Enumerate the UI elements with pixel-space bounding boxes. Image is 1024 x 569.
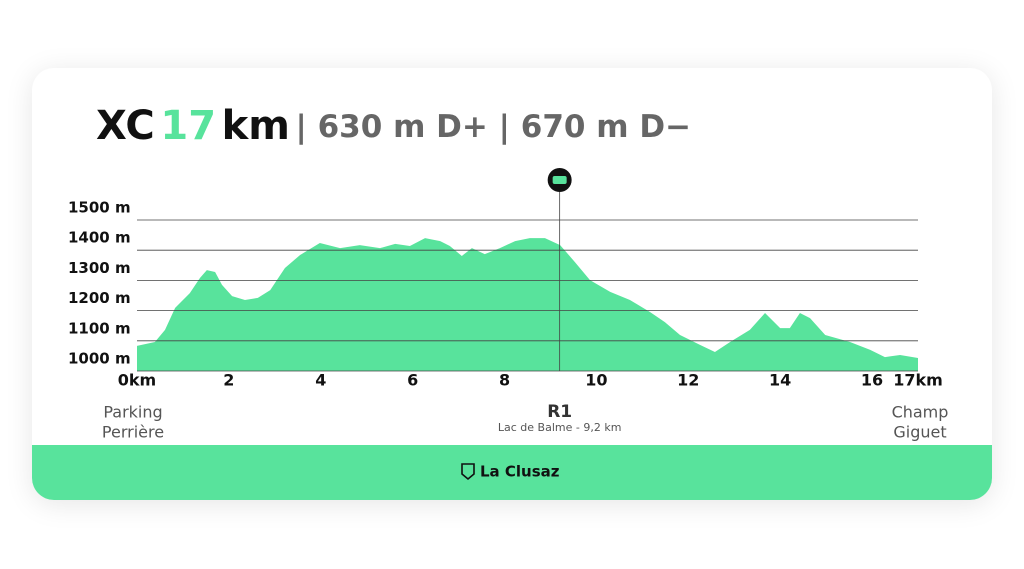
brand-logo: La Clusaz [461, 463, 560, 481]
waypoint-detail: Lac de Balme - 9,2 km [498, 421, 622, 434]
y-tick-label: 1400 m [68, 229, 131, 247]
y-tick-label: 1500 m [68, 199, 131, 217]
waypoint-icon [552, 176, 567, 184]
title-part: 17 [160, 103, 216, 149]
x-tick-label: 4 [315, 371, 326, 390]
x-tick-label: 14 [769, 371, 791, 390]
x-tick-label: 16 [861, 371, 883, 390]
title-part: | 630 m D+ | 670 m D− [295, 109, 691, 145]
x-tick-label: 12 [677, 371, 699, 390]
brand-icon [461, 463, 475, 481]
chart-title: XC 17 km | 630 m D+ | 670 m D− [96, 103, 691, 149]
y-tick-label: 1200 m [68, 289, 131, 307]
elevation-area [137, 238, 918, 371]
y-tick-label: 1100 m [68, 319, 131, 337]
end-label: Champ [892, 403, 949, 422]
x-tick-label: 0km [118, 371, 156, 390]
x-tick-label: 8 [499, 371, 510, 390]
y-tick-label: 1000 m [68, 350, 131, 368]
waypoint-label: R1 [547, 402, 572, 422]
x-tick-label: 17km [893, 371, 943, 390]
brand-name: La Clusaz [480, 463, 560, 481]
start-label: Parking [103, 403, 162, 422]
footer-top [32, 445, 992, 470]
title-part: km [222, 103, 290, 149]
end-label: Giguet [893, 423, 946, 442]
start-label: Perrière [102, 423, 164, 442]
y-tick-label: 1300 m [68, 259, 131, 277]
title-part: XC [96, 103, 155, 149]
x-tick-label: 10 [585, 371, 607, 390]
x-tick-label: 2 [223, 371, 234, 390]
x-tick-label: 6 [407, 371, 418, 390]
